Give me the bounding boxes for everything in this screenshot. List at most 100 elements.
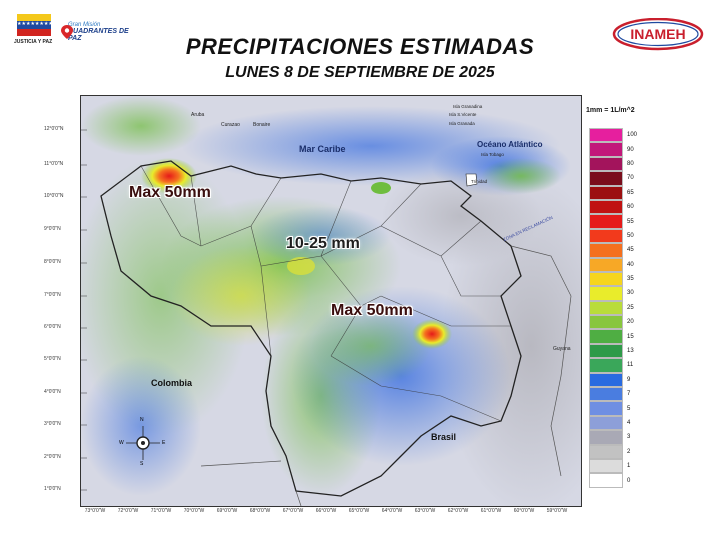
lat-tick: 5°0'0"N: [44, 356, 61, 362]
lat-tick: 2°0'0"N: [44, 454, 61, 460]
legend-value: 80: [627, 160, 634, 167]
legend-value: 3: [627, 434, 631, 441]
legend-swatch: [589, 315, 623, 330]
label-tobago: Isla Tobago: [481, 152, 504, 157]
compass-rose: N S E W: [118, 417, 168, 468]
label-guyana: Guyana: [553, 346, 571, 352]
legend-row: 80: [589, 156, 639, 172]
inameh-logo: INAMEH: [612, 17, 704, 52]
legend-row: 5: [589, 401, 639, 416]
legend-value: 45: [627, 247, 634, 254]
legend-swatch: [589, 286, 623, 301]
lon-tick: 70°0'0"W: [183, 508, 205, 514]
legend-row: 65: [589, 185, 639, 200]
legend-swatch: [589, 458, 623, 474]
lat-tick: 11°0'0"N: [44, 161, 64, 167]
lat-tick: 1°0'0"N: [44, 486, 61, 492]
legend-value: 9: [627, 376, 631, 383]
compass-w: W: [119, 440, 124, 446]
lon-tick: 63°0'0"W: [414, 508, 436, 514]
legend-row: 45: [589, 243, 639, 258]
label-san-vicente: Isla S.Vicente: [449, 112, 477, 117]
legend-swatch: [589, 128, 623, 143]
legend-value: 25: [627, 304, 634, 311]
legend-swatch: [589, 257, 623, 272]
legend-row: 0: [589, 473, 639, 488]
legend-row: 2: [589, 444, 639, 459]
legend-value: 20: [627, 319, 634, 326]
legend-row: 11: [589, 358, 639, 373]
legend: 100 90 80 70 65 60 55 50 45 40 35 30 25 20 15 13 11 9 7 5 4 3…: [589, 128, 639, 488]
legend-swatch: [589, 171, 623, 186]
legend-value: 0: [627, 477, 631, 484]
lon-tick: 69°0'0"W: [216, 508, 238, 514]
legend-swatch: [589, 156, 623, 172]
legend-value: 30: [627, 290, 634, 297]
legend-value: 1: [627, 463, 631, 470]
legend-row: 50: [589, 228, 639, 244]
legend-value: 65: [627, 189, 634, 196]
map-svg: [81, 96, 581, 506]
logo-mid-line2: CUADRANTES DE PAZ: [68, 28, 129, 42]
legend-title: 1mm = 1L/m^2: [586, 107, 635, 114]
compass-s: S: [140, 461, 144, 467]
label-brasil: Brasil: [431, 432, 457, 442]
legend-swatch: [589, 343, 623, 359]
legend-swatch: [589, 243, 623, 258]
lon-tick: 66°0'0"W: [315, 508, 337, 514]
legend-value: 90: [627, 146, 634, 153]
logo-caption: JUSTICIA Y PAZ: [14, 39, 53, 45]
legend-row: 1: [589, 458, 639, 474]
lat-tick: 4°0'0"N: [44, 389, 61, 395]
legend-value: 7: [627, 391, 631, 398]
lat-tick: 10°0'0"N: [44, 193, 64, 199]
lat-tick: 6°0'0"N: [44, 324, 61, 330]
legend-value: 2: [627, 448, 631, 455]
label-center-range: 10-25 mm: [286, 235, 360, 252]
compass-e: E: [162, 440, 166, 446]
legend-swatch: [589, 430, 623, 445]
legend-value: 35: [627, 276, 634, 283]
legend-swatch: [589, 415, 623, 431]
legend-value: 70: [627, 175, 634, 182]
legend-row: 55: [589, 214, 639, 229]
lon-tick: 67°0'0"W: [282, 508, 304, 514]
label-granada: Isla Granada: [449, 121, 475, 126]
precipitation-map: Aruba Curazao Bonaire Mar Caribe Isla Gr…: [80, 95, 582, 507]
legend-row: 25: [589, 300, 639, 316]
legend-row: 30: [589, 286, 639, 301]
page-subtitle: LUNES 8 DE SEPTIEMBRE DE 2025: [225, 64, 495, 81]
label-trinidad: Trinidad: [471, 179, 488, 184]
logo-mid-line1: Gran Misión: [68, 22, 101, 28]
legend-row: 13: [589, 343, 639, 359]
lon-tick: 59°0'0"W: [546, 508, 568, 514]
lat-tick: 8°0'0"N: [44, 259, 61, 265]
legend-value: 15: [627, 333, 634, 340]
legend-swatch: [589, 444, 623, 459]
label-curazao: Curazao: [221, 122, 240, 128]
legend-row: 9: [589, 372, 639, 388]
legend-swatch: [589, 387, 623, 402]
legend-row: 35: [589, 271, 639, 287]
legend-swatch: [589, 214, 623, 229]
legend-value: 55: [627, 218, 634, 225]
label-granadina: Isla Granadina: [453, 104, 483, 109]
legend-swatch: [589, 185, 623, 200]
lon-tick: 73°0'0"W: [84, 508, 106, 514]
label-max-south: Max 50mm: [331, 302, 413, 319]
legend-row: 60: [589, 199, 639, 215]
lat-tick: 12°0'0"N: [44, 126, 64, 132]
page-title: PRECIPITACIONES ESTIMADAS: [185, 34, 535, 59]
legend-value: 13: [627, 348, 634, 355]
lon-tick: 64°0'0"W: [381, 508, 403, 514]
label-mar-caribe: Mar Caribe: [299, 144, 346, 154]
label-oceano-atlantico: Océano Atlántico: [477, 140, 543, 149]
legend-row: 100: [589, 128, 639, 143]
flag-icon: ★★★★★★★★: [17, 14, 53, 36]
label-bonaire: Bonaire: [253, 122, 271, 128]
legend-row: 40: [589, 257, 639, 272]
legend-swatch: [589, 401, 623, 416]
legend-value: 60: [627, 204, 634, 211]
label-colombia: Colombia: [151, 378, 193, 388]
lat-tick: 3°0'0"N: [44, 421, 61, 427]
